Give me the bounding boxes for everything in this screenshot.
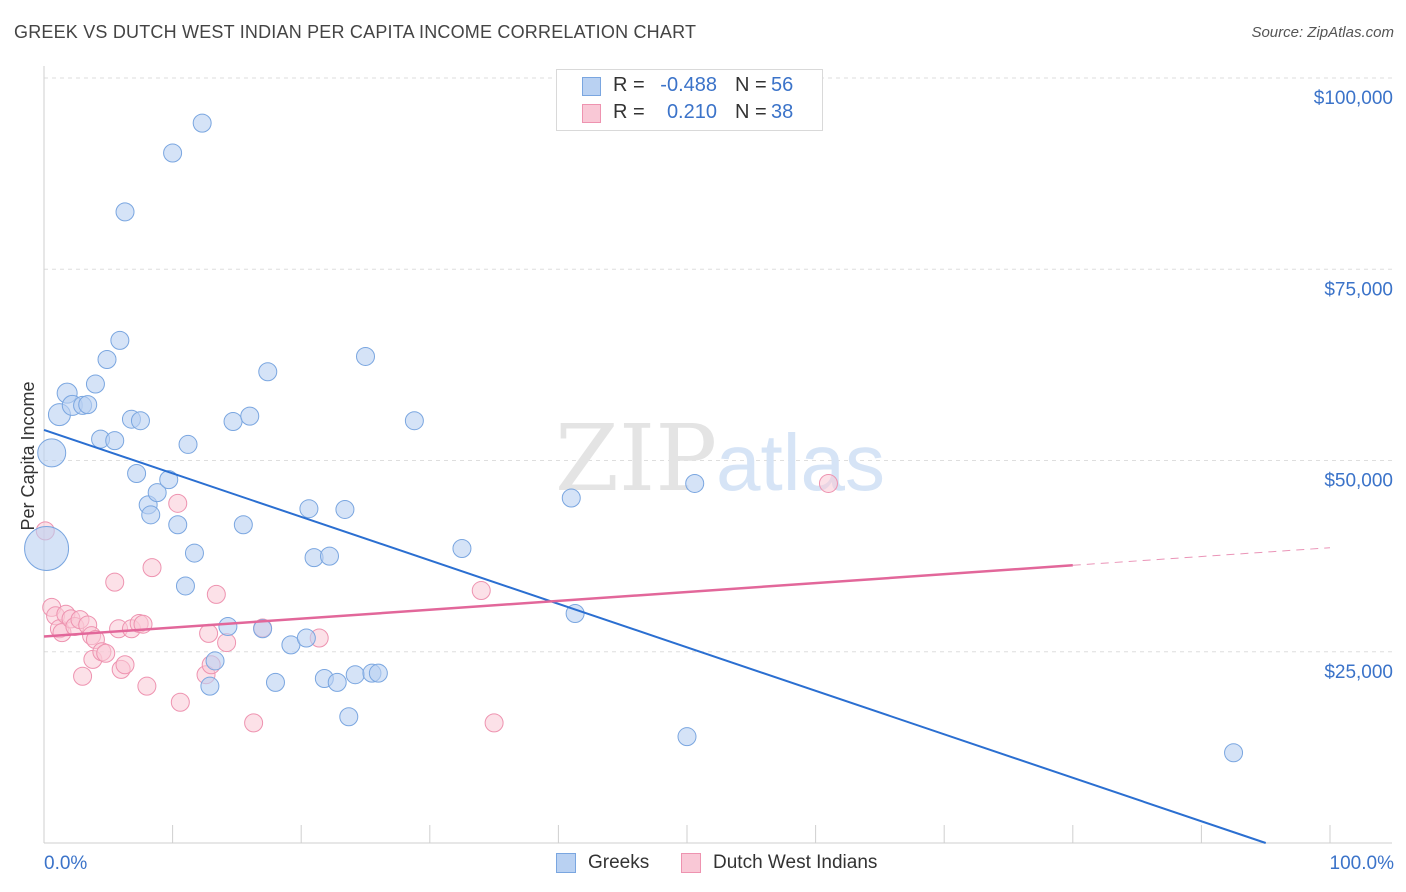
greeks-point — [200, 676, 220, 696]
dutch-west-indians-point — [96, 643, 116, 663]
greeks-point — [335, 499, 355, 519]
dutch-west-indians-point — [484, 713, 504, 733]
x-tick-label-max: 100.0% — [1330, 853, 1395, 874]
greeks-point — [105, 431, 125, 451]
legend-r-value: 0.210 — [666, 101, 717, 123]
chart-title: GREEK VS DUTCH WEST INDIAN PER CAPITA IN… — [14, 22, 697, 42]
greeks-point — [141, 505, 161, 525]
dutch-west-indians-point — [471, 581, 491, 601]
greeks-point — [677, 727, 697, 747]
greeks-point — [223, 411, 243, 431]
correlation-legend: R = -0.488 N = 56 R = 0.210 N = 38 — [556, 69, 823, 131]
y-tick-labels: $25,000 $50,000 $75,000 $100,000 — [1314, 88, 1393, 683]
greeks-point — [218, 617, 238, 637]
legend-swatch-dutch-west-indians — [681, 853, 701, 873]
dutch-west-indians-point — [244, 713, 264, 733]
greeks-point — [168, 515, 188, 535]
greeks-point — [452, 538, 472, 558]
greeks-point — [163, 143, 183, 163]
legend-r-value: -0.488 — [660, 74, 717, 96]
greeks-point — [205, 651, 225, 671]
greeks-point — [110, 330, 130, 350]
greeks-point — [296, 628, 316, 648]
greeks-point — [299, 499, 319, 519]
legend-label-dutch-west-indians: Dutch West Indians — [713, 852, 878, 873]
y-axis-label: Per Capita Income — [18, 381, 38, 530]
greeks-point — [258, 362, 278, 382]
dutch-west-indians-point — [818, 473, 838, 493]
dutch-west-indians-point — [142, 558, 162, 578]
legend-n-label: N = — [735, 101, 767, 123]
legend-r-label: R = — [613, 101, 645, 123]
dutch-west-indians-trend-extension — [1072, 547, 1331, 566]
dutch-west-indians-point — [199, 623, 219, 643]
greeks-point — [115, 202, 135, 222]
greeks-point — [178, 434, 198, 454]
legend-n-value: 38 — [771, 101, 794, 123]
dutch-west-indians-point — [115, 655, 135, 675]
x-tick-label-min: 0.0% — [44, 853, 87, 874]
watermark-zip: ZIP — [555, 405, 717, 512]
source-credit: Source: ZipAtlas.com — [1251, 24, 1394, 41]
greeks-point — [175, 576, 195, 596]
dutch-west-indians-point — [73, 666, 93, 686]
legend-label-greeks: Greeks — [588, 852, 650, 873]
greeks-point — [345, 665, 365, 685]
legend-swatch-dutch-west-indians — [582, 104, 601, 123]
greeks-point — [147, 483, 167, 503]
dutch-west-indians-point — [217, 633, 237, 653]
legend-n-label: N = — [735, 74, 767, 96]
greeks-point — [37, 438, 67, 468]
dutch-west-indians-point — [170, 692, 190, 712]
dutch-west-indians-trend-line — [43, 564, 1073, 638]
greeks-point — [327, 672, 347, 692]
legend-r-label: R = — [613, 74, 645, 96]
greeks-point — [265, 672, 285, 692]
greeks-point — [240, 406, 260, 426]
greeks-point — [404, 411, 424, 431]
y-tick-label: $50,000 — [1324, 471, 1393, 492]
dutch-west-indians-point — [137, 676, 157, 696]
greeks-trend-line — [43, 428, 1267, 844]
greeks-point — [192, 113, 212, 133]
greeks-point — [319, 546, 339, 566]
watermark-atlas: atlas — [716, 418, 885, 507]
watermark: ZIP atlas — [555, 405, 885, 512]
greeks-point — [253, 619, 273, 639]
y-tick-label: $100,000 — [1314, 88, 1393, 109]
greeks-point — [368, 663, 388, 683]
greeks-point — [685, 473, 705, 493]
greeks-point — [130, 411, 150, 431]
legend-swatch-greeks — [582, 77, 601, 96]
greeks-point — [184, 543, 204, 563]
greeks-point — [78, 395, 98, 415]
legend-n-value: 56 — [771, 74, 794, 96]
greeks-point — [97, 350, 117, 370]
y-tick-label: $75,000 — [1324, 279, 1393, 300]
dutch-west-indians-point — [168, 493, 188, 513]
dutch-west-indians-point — [206, 584, 226, 604]
trend-lines — [43, 428, 1331, 844]
greeks-point — [233, 515, 253, 535]
greeks-point — [24, 525, 70, 571]
greeks-point — [561, 488, 581, 508]
greeks-point — [339, 707, 359, 727]
gridlines — [44, 77, 1392, 653]
greeks-point — [1224, 743, 1244, 763]
greeks-point — [159, 470, 179, 490]
dutch-west-indians-point — [105, 572, 125, 592]
y-tick-label: $25,000 — [1324, 662, 1393, 683]
greeks-point — [127, 464, 147, 484]
legend-swatch-greeks — [556, 853, 576, 873]
series-greeks-points — [24, 113, 1244, 763]
greeks-point — [85, 374, 105, 394]
greeks-point — [356, 346, 375, 366]
